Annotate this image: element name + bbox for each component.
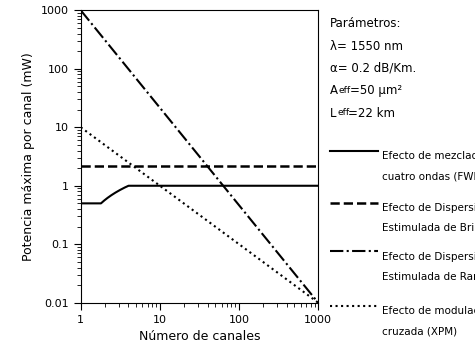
Text: Efecto de Dispersión: Efecto de Dispersión <box>382 203 475 214</box>
Text: eff: eff <box>339 86 351 95</box>
Text: =22 km: =22 km <box>348 107 395 120</box>
Text: eff: eff <box>337 108 350 117</box>
Text: Efecto de Dispersión: Efecto de Dispersión <box>382 251 475 262</box>
Text: Efecto de modulación de fase: Efecto de modulación de fase <box>382 306 475 316</box>
Text: =50 μm²: =50 μm² <box>350 84 402 97</box>
X-axis label: Número de canales: Número de canales <box>139 330 260 343</box>
Text: Estimulada de Brillouin (SBS): Estimulada de Brillouin (SBS) <box>382 223 475 233</box>
Text: Parámetros:: Parámetros: <box>330 17 402 30</box>
Text: λ= 1550 nm: λ= 1550 nm <box>330 40 403 53</box>
Text: Efecto de mezclado de: Efecto de mezclado de <box>382 151 475 161</box>
Text: α= 0.2 dB/Km.: α= 0.2 dB/Km. <box>330 62 417 75</box>
Text: Estimulada de Raman (SRS): Estimulada de Raman (SRS) <box>382 271 475 281</box>
Text: cuatro ondas (FWM): cuatro ondas (FWM) <box>382 171 475 181</box>
Y-axis label: Potencia máxima por canal (mW): Potencia máxima por canal (mW) <box>22 52 36 261</box>
Text: cruzada (XPM): cruzada (XPM) <box>382 326 457 336</box>
Text: L: L <box>330 107 337 120</box>
Text: A: A <box>330 84 338 97</box>
